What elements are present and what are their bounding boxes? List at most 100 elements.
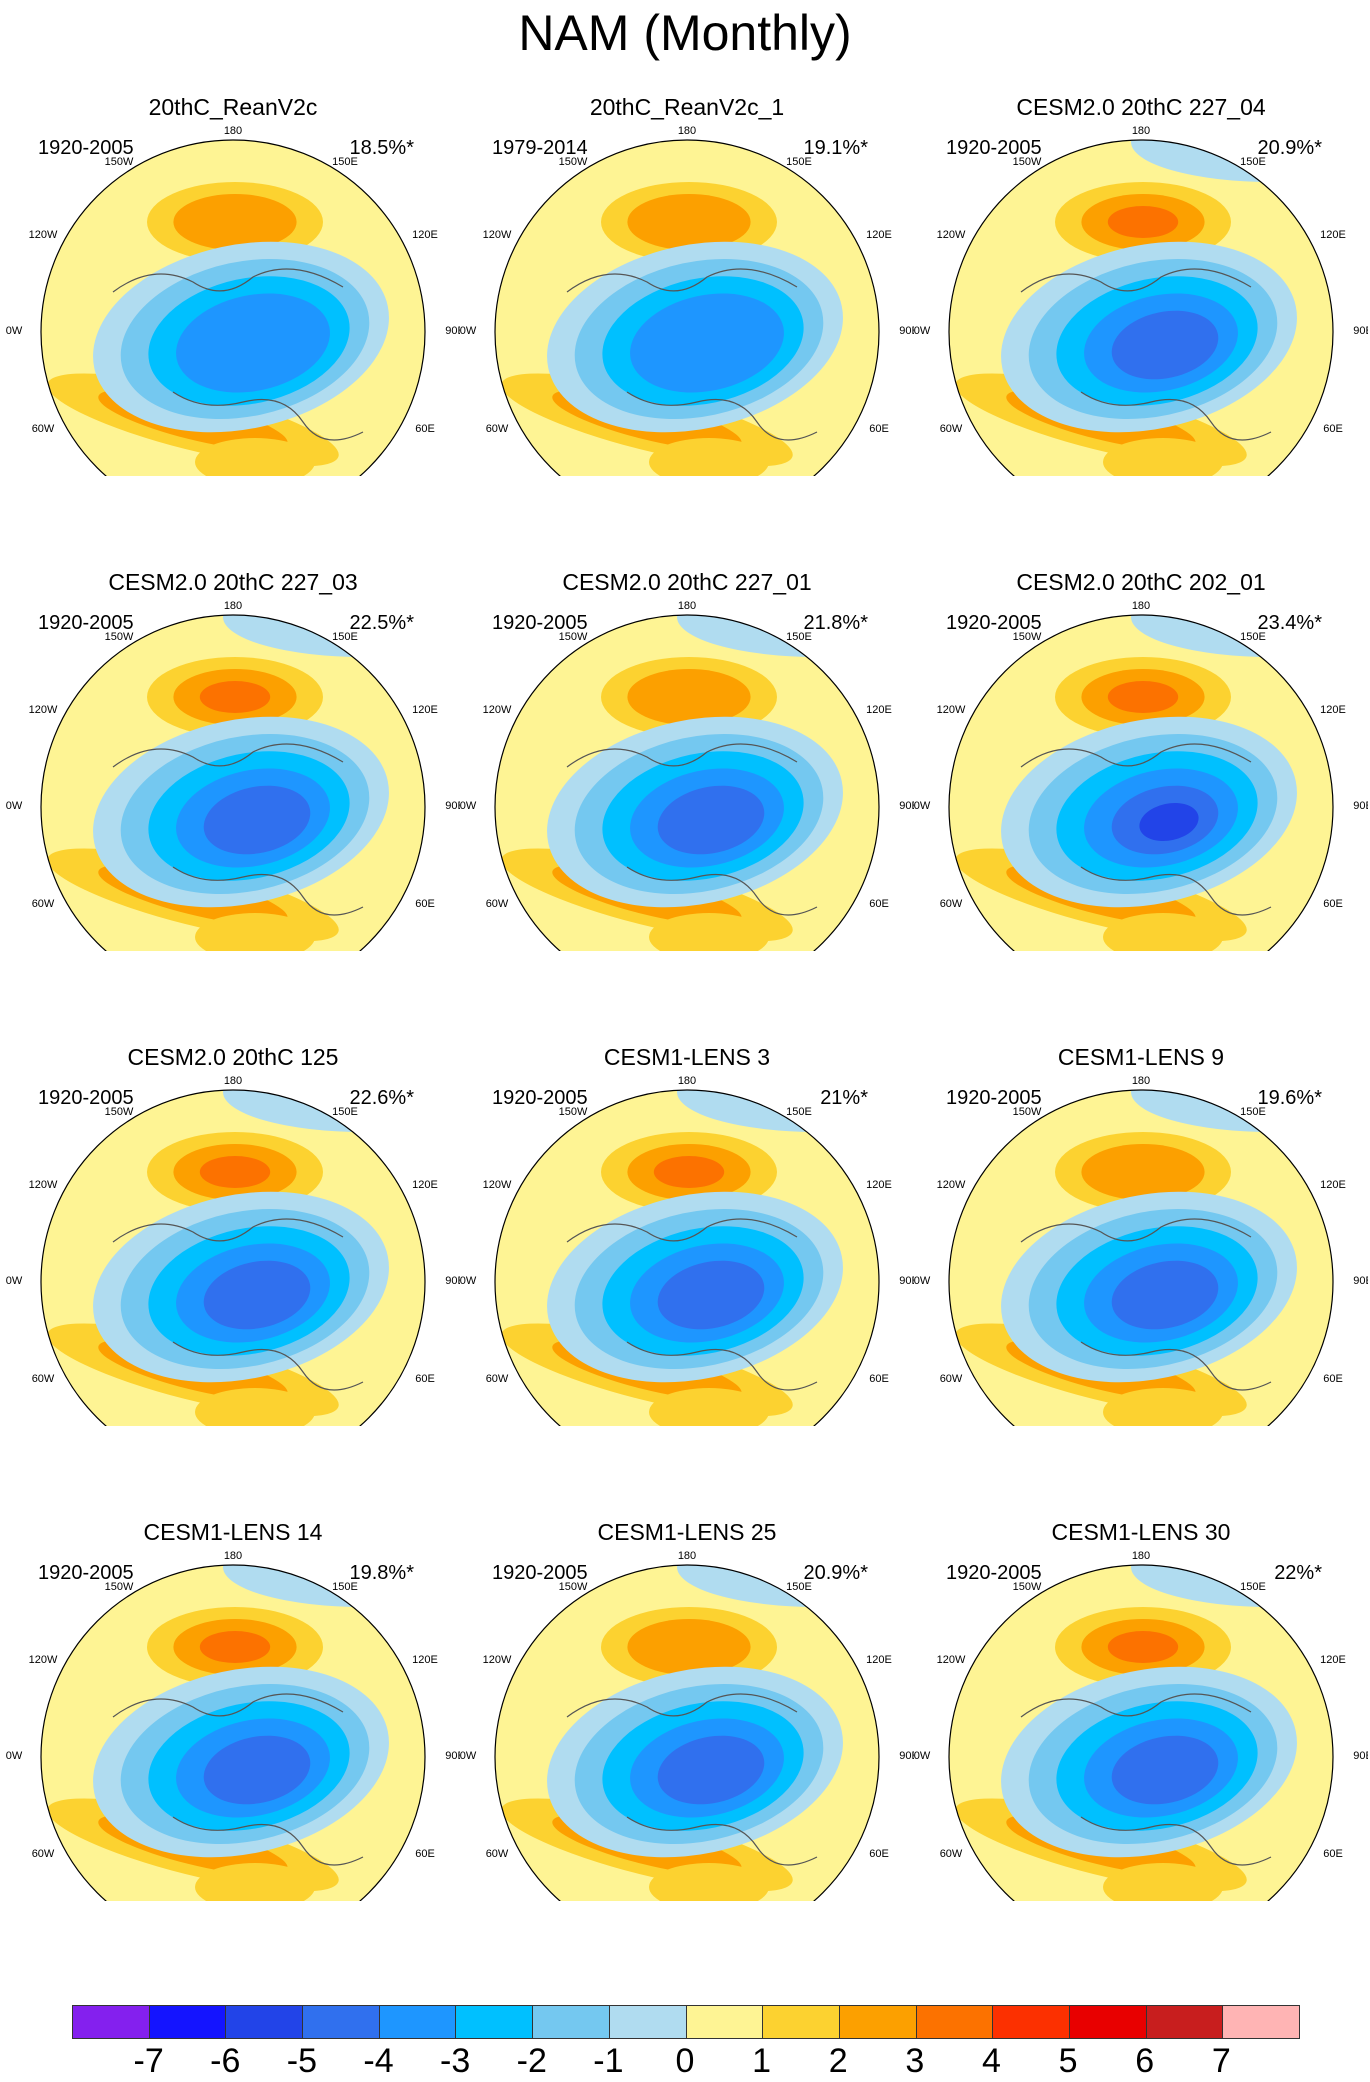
pacific-positive-contour bbox=[1107, 1631, 1179, 1663]
longitude-label: 60W bbox=[486, 898, 509, 910]
longitude-label: 60W bbox=[32, 1848, 55, 1860]
colorbar-swatch bbox=[456, 2006, 534, 2038]
colorbar-swatch bbox=[73, 2006, 150, 2038]
longitude-label: 150W bbox=[105, 1106, 134, 1118]
coastline bbox=[112, 1693, 344, 1718]
longitude-label: 150W bbox=[105, 1581, 134, 1593]
map-boundary-circle bbox=[40, 139, 426, 476]
variance-label: 22.6%* bbox=[350, 1087, 415, 1109]
longitude-label: 150W bbox=[1013, 1106, 1042, 1118]
panel-title: CESM2.0 20thC 227_03 bbox=[108, 569, 358, 595]
longitude-label: 150E bbox=[1240, 156, 1266, 168]
longitude-label: 120W bbox=[483, 1654, 512, 1666]
colorbar-swatch bbox=[1146, 2006, 1224, 2038]
period-label: 1920-2005 bbox=[492, 1562, 588, 1584]
variance-label: 20.9%* bbox=[1258, 137, 1323, 159]
longitude-label: 150W bbox=[105, 156, 134, 168]
polar-map: 180150E120E90E60E30E030W60W90W120W150W19… bbox=[914, 600, 1368, 951]
longitude-label: 60E bbox=[869, 1848, 889, 1860]
coastline bbox=[112, 1218, 344, 1243]
period-label: 1979-2014 bbox=[492, 137, 588, 159]
map-boundary-circle bbox=[40, 1089, 426, 1426]
european-positive-contour bbox=[649, 1388, 769, 1426]
longitude-label: 120W bbox=[483, 704, 512, 716]
colorbar-tick-label: 1 bbox=[752, 2042, 772, 2080]
longitude-label: 150E bbox=[332, 1106, 358, 1118]
longitude-label: 120E bbox=[866, 704, 892, 716]
map-panel: CESM2.0 20thC 202_01180150E120E90E60E30E… bbox=[914, 475, 1368, 951]
longitude-label: 60W bbox=[940, 898, 963, 910]
coastline bbox=[1080, 866, 1272, 916]
longitude-label: 120W bbox=[29, 1654, 58, 1666]
longitude-label: 60W bbox=[486, 1373, 509, 1385]
longitude-label: 180 bbox=[1132, 600, 1150, 612]
european-positive-contour bbox=[195, 913, 315, 951]
polar-map: 180150E120E90E60E30E030W60W90W120W150W19… bbox=[460, 600, 914, 951]
panel-title: CESM1-LENS 25 bbox=[597, 1519, 777, 1545]
map-panel: CESM1-LENS 14180150E120E90E60E30E030W60W… bbox=[6, 1425, 460, 1901]
coastline bbox=[172, 866, 364, 916]
longitude-label: 60E bbox=[869, 898, 889, 910]
coastline bbox=[566, 1218, 798, 1243]
variance-label: 19.8%* bbox=[350, 1562, 415, 1584]
arctic-negative-contour bbox=[1111, 1735, 1219, 1805]
longitude-label: 90E bbox=[445, 1275, 460, 1287]
longitude-label: 120W bbox=[29, 229, 58, 241]
coastline bbox=[172, 391, 364, 441]
longitude-label: 120W bbox=[29, 704, 58, 716]
panel-title: CESM1-LENS 3 bbox=[603, 1044, 771, 1070]
longitude-label: 150W bbox=[559, 1581, 588, 1593]
period-label: 1920-2005 bbox=[946, 612, 1042, 634]
map-boundary-circle bbox=[494, 1089, 880, 1426]
polar-map: 180150E120E90E60E30E030W60W90W120W150W19… bbox=[6, 1075, 460, 1426]
longitude-label: 90E bbox=[899, 1275, 914, 1287]
coastline bbox=[566, 1693, 798, 1718]
longitude-label: 60W bbox=[32, 898, 55, 910]
longitude-label: 60E bbox=[869, 1373, 889, 1385]
longitude-label: 90E bbox=[899, 1750, 914, 1762]
pacific-positive-contour bbox=[1107, 681, 1179, 713]
longitude-label: 60E bbox=[1323, 898, 1343, 910]
map-panel: CESM1-LENS 25180150E120E90E60E30E030W60W… bbox=[460, 1425, 914, 1901]
arctic-negative-contour bbox=[657, 1735, 765, 1805]
polar-map: 180150E120E90E60E30E030W60W90W120W150W19… bbox=[6, 125, 460, 476]
pacific-positive-contour bbox=[199, 1631, 271, 1663]
longitude-label: 90W bbox=[460, 800, 477, 812]
longitude-label: 90W bbox=[460, 325, 477, 337]
longitude-label: 90W bbox=[6, 800, 23, 812]
period-label: 1920-2005 bbox=[946, 1562, 1042, 1584]
longitude-label: 90W bbox=[914, 1275, 931, 1287]
longitude-label: 90W bbox=[914, 325, 931, 337]
longitude-label: 90E bbox=[1353, 325, 1368, 337]
longitude-label: 150E bbox=[786, 1106, 812, 1118]
arctic-negative-contour bbox=[657, 1260, 765, 1330]
map-panel: CESM1-LENS 9180150E120E90E60E30E030W60W9… bbox=[914, 950, 1368, 1426]
european-positive-contour bbox=[195, 1388, 315, 1426]
arctic-negative-contour bbox=[203, 785, 311, 855]
panel-title: 20thC_ReanV2c_1 bbox=[589, 94, 785, 120]
coastline bbox=[1080, 1341, 1272, 1391]
map-panel: CESM2.0 20thC 227_03180150E120E90E60E30E… bbox=[6, 475, 460, 951]
panel-title: 20thC_ReanV2c bbox=[148, 94, 318, 120]
longitude-label: 120W bbox=[937, 704, 966, 716]
colorbar-swatch bbox=[533, 2006, 610, 2038]
longitude-label: 150W bbox=[1013, 156, 1042, 168]
longitude-label: 90W bbox=[6, 1750, 23, 1762]
period-label: 1920-2005 bbox=[38, 612, 134, 634]
colorbar-tick-label: 2 bbox=[828, 2042, 848, 2080]
longitude-label: 90E bbox=[899, 800, 914, 812]
variance-label: 18.5%* bbox=[350, 137, 415, 159]
longitude-label: 120W bbox=[29, 1179, 58, 1191]
polar-map: 180150E120E90E60E30E030W60W90W120W150W19… bbox=[914, 125, 1368, 476]
period-label: 1920-2005 bbox=[492, 612, 588, 634]
longitude-label: 60W bbox=[940, 1373, 963, 1385]
longitude-label: 150E bbox=[786, 631, 812, 643]
map-boundary-circle bbox=[40, 614, 426, 951]
longitude-label: 120E bbox=[866, 1654, 892, 1666]
coastline bbox=[1080, 1816, 1272, 1866]
map-panel: CESM2.0 20thC 125180150E120E90E60E30E030… bbox=[6, 950, 460, 1426]
longitude-label: 60W bbox=[32, 1373, 55, 1385]
map-boundary-circle bbox=[948, 139, 1334, 476]
pacific-positive-contour bbox=[627, 194, 751, 250]
longitude-label: 180 bbox=[224, 1075, 242, 1087]
